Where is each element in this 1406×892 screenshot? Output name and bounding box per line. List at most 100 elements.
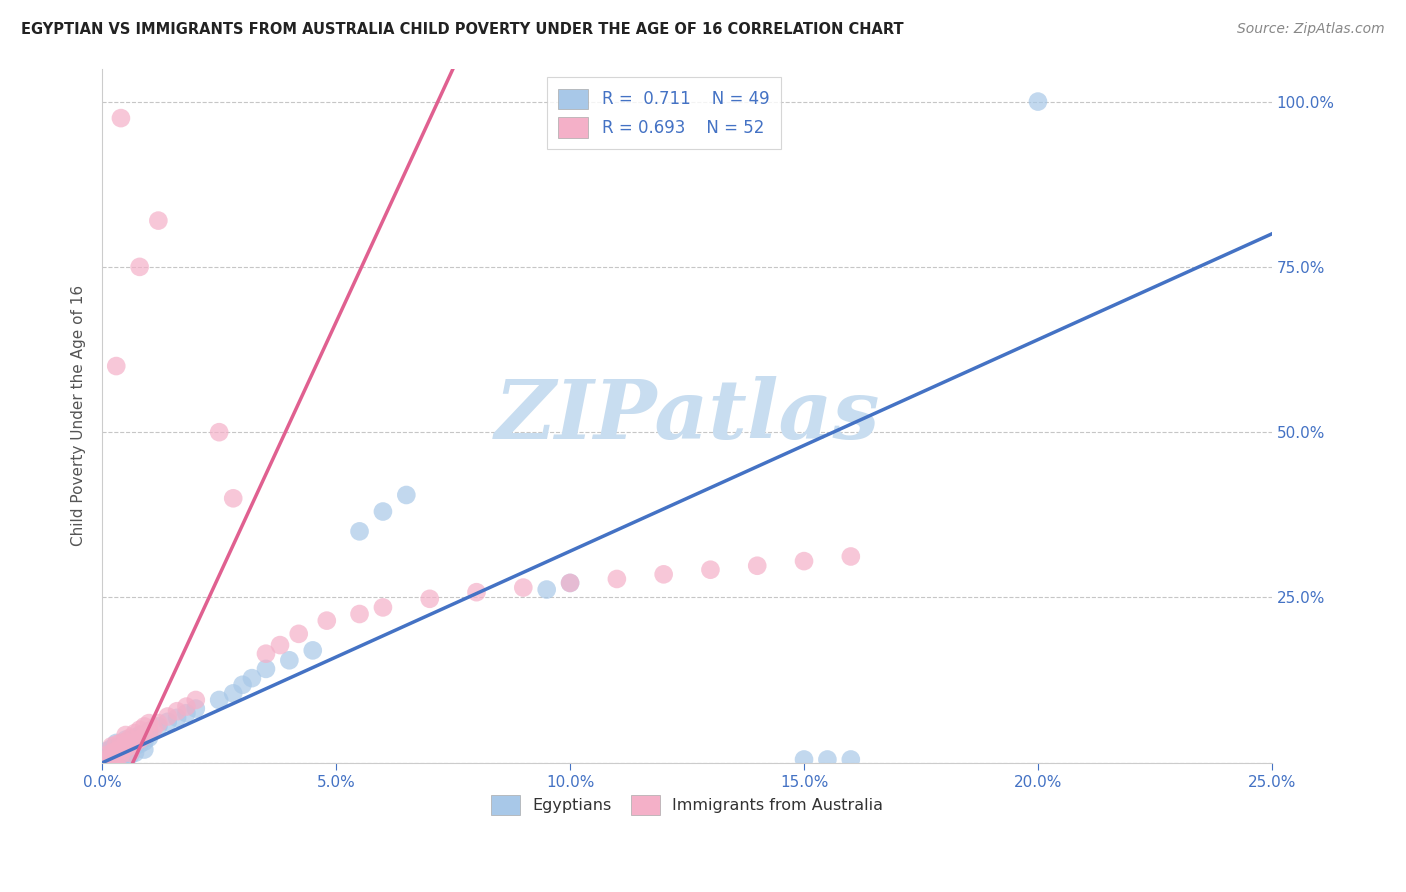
Point <box>105 755 128 769</box>
Point <box>176 706 198 721</box>
Point <box>114 728 136 742</box>
Point <box>124 746 146 760</box>
Point <box>371 600 394 615</box>
Point <box>120 739 142 754</box>
Point <box>349 524 371 539</box>
Point <box>254 647 277 661</box>
Point <box>128 732 150 747</box>
Point <box>269 638 291 652</box>
Point <box>114 732 136 747</box>
Point <box>465 585 488 599</box>
Point <box>110 746 132 760</box>
Point <box>301 643 323 657</box>
Point <box>100 746 122 760</box>
Point <box>128 260 150 274</box>
Point <box>114 744 136 758</box>
Point <box>128 737 150 751</box>
Point <box>240 671 263 685</box>
Point <box>105 749 128 764</box>
Point <box>138 716 160 731</box>
Point <box>96 744 118 758</box>
Point <box>793 752 815 766</box>
Point <box>606 572 628 586</box>
Point <box>208 425 231 440</box>
Point <box>110 111 132 125</box>
Point <box>120 747 142 762</box>
Point <box>395 488 418 502</box>
Point <box>128 723 150 737</box>
Point <box>1026 95 1049 109</box>
Point <box>134 729 156 743</box>
Legend: Egyptians, Immigrants from Australia: Egyptians, Immigrants from Australia <box>481 786 893 824</box>
Point <box>96 750 118 764</box>
Point <box>114 752 136 766</box>
Text: Source: ZipAtlas.com: Source: ZipAtlas.com <box>1237 22 1385 37</box>
Point <box>148 719 170 733</box>
Point <box>114 734 136 748</box>
Point <box>278 653 301 667</box>
Point <box>536 582 558 597</box>
Point <box>120 731 142 745</box>
Point <box>839 752 862 766</box>
Point <box>558 576 581 591</box>
Point <box>747 558 769 573</box>
Point <box>176 699 198 714</box>
Point <box>100 741 122 756</box>
Point <box>222 491 245 506</box>
Point <box>128 728 150 742</box>
Point <box>124 736 146 750</box>
Y-axis label: Child Poverty Under the Age of 16: Child Poverty Under the Age of 16 <box>72 285 86 546</box>
Point <box>512 581 534 595</box>
Point <box>124 731 146 745</box>
Point <box>156 714 179 729</box>
Point <box>105 755 128 769</box>
Point <box>110 742 132 756</box>
Point <box>558 576 581 591</box>
Point <box>184 693 207 707</box>
Point <box>134 719 156 733</box>
Point <box>156 709 179 723</box>
Point <box>110 747 132 762</box>
Point <box>110 739 132 754</box>
Point <box>100 747 122 762</box>
Text: ZIPatlas: ZIPatlas <box>495 376 880 456</box>
Point <box>315 614 337 628</box>
Point <box>287 627 309 641</box>
Point <box>138 731 160 745</box>
Point <box>100 752 122 766</box>
Point <box>166 704 188 718</box>
Point <box>222 686 245 700</box>
Point <box>114 737 136 751</box>
Point <box>114 741 136 756</box>
Point <box>208 693 231 707</box>
Point <box>105 742 128 756</box>
Point <box>419 591 441 606</box>
Point <box>184 701 207 715</box>
Point <box>134 742 156 756</box>
Point <box>371 504 394 518</box>
Point <box>120 746 142 760</box>
Point <box>110 750 132 764</box>
Point <box>105 736 128 750</box>
Point <box>148 716 170 731</box>
Point <box>815 752 838 766</box>
Point <box>105 749 128 764</box>
Point <box>124 739 146 754</box>
Point <box>138 724 160 739</box>
Point <box>100 750 122 764</box>
Point <box>138 726 160 740</box>
Point <box>232 678 254 692</box>
Point <box>349 607 371 621</box>
Point <box>105 359 128 373</box>
Point <box>652 567 675 582</box>
Point <box>699 563 721 577</box>
Point <box>120 734 142 748</box>
Point <box>142 722 165 736</box>
Point <box>96 752 118 766</box>
Text: EGYPTIAN VS IMMIGRANTS FROM AUSTRALIA CHILD POVERTY UNDER THE AGE OF 16 CORRELAT: EGYPTIAN VS IMMIGRANTS FROM AUSTRALIA CH… <box>21 22 904 37</box>
Point <box>96 747 118 762</box>
Point <box>793 554 815 568</box>
Point <box>166 711 188 725</box>
Point <box>105 744 128 758</box>
Point <box>134 734 156 748</box>
